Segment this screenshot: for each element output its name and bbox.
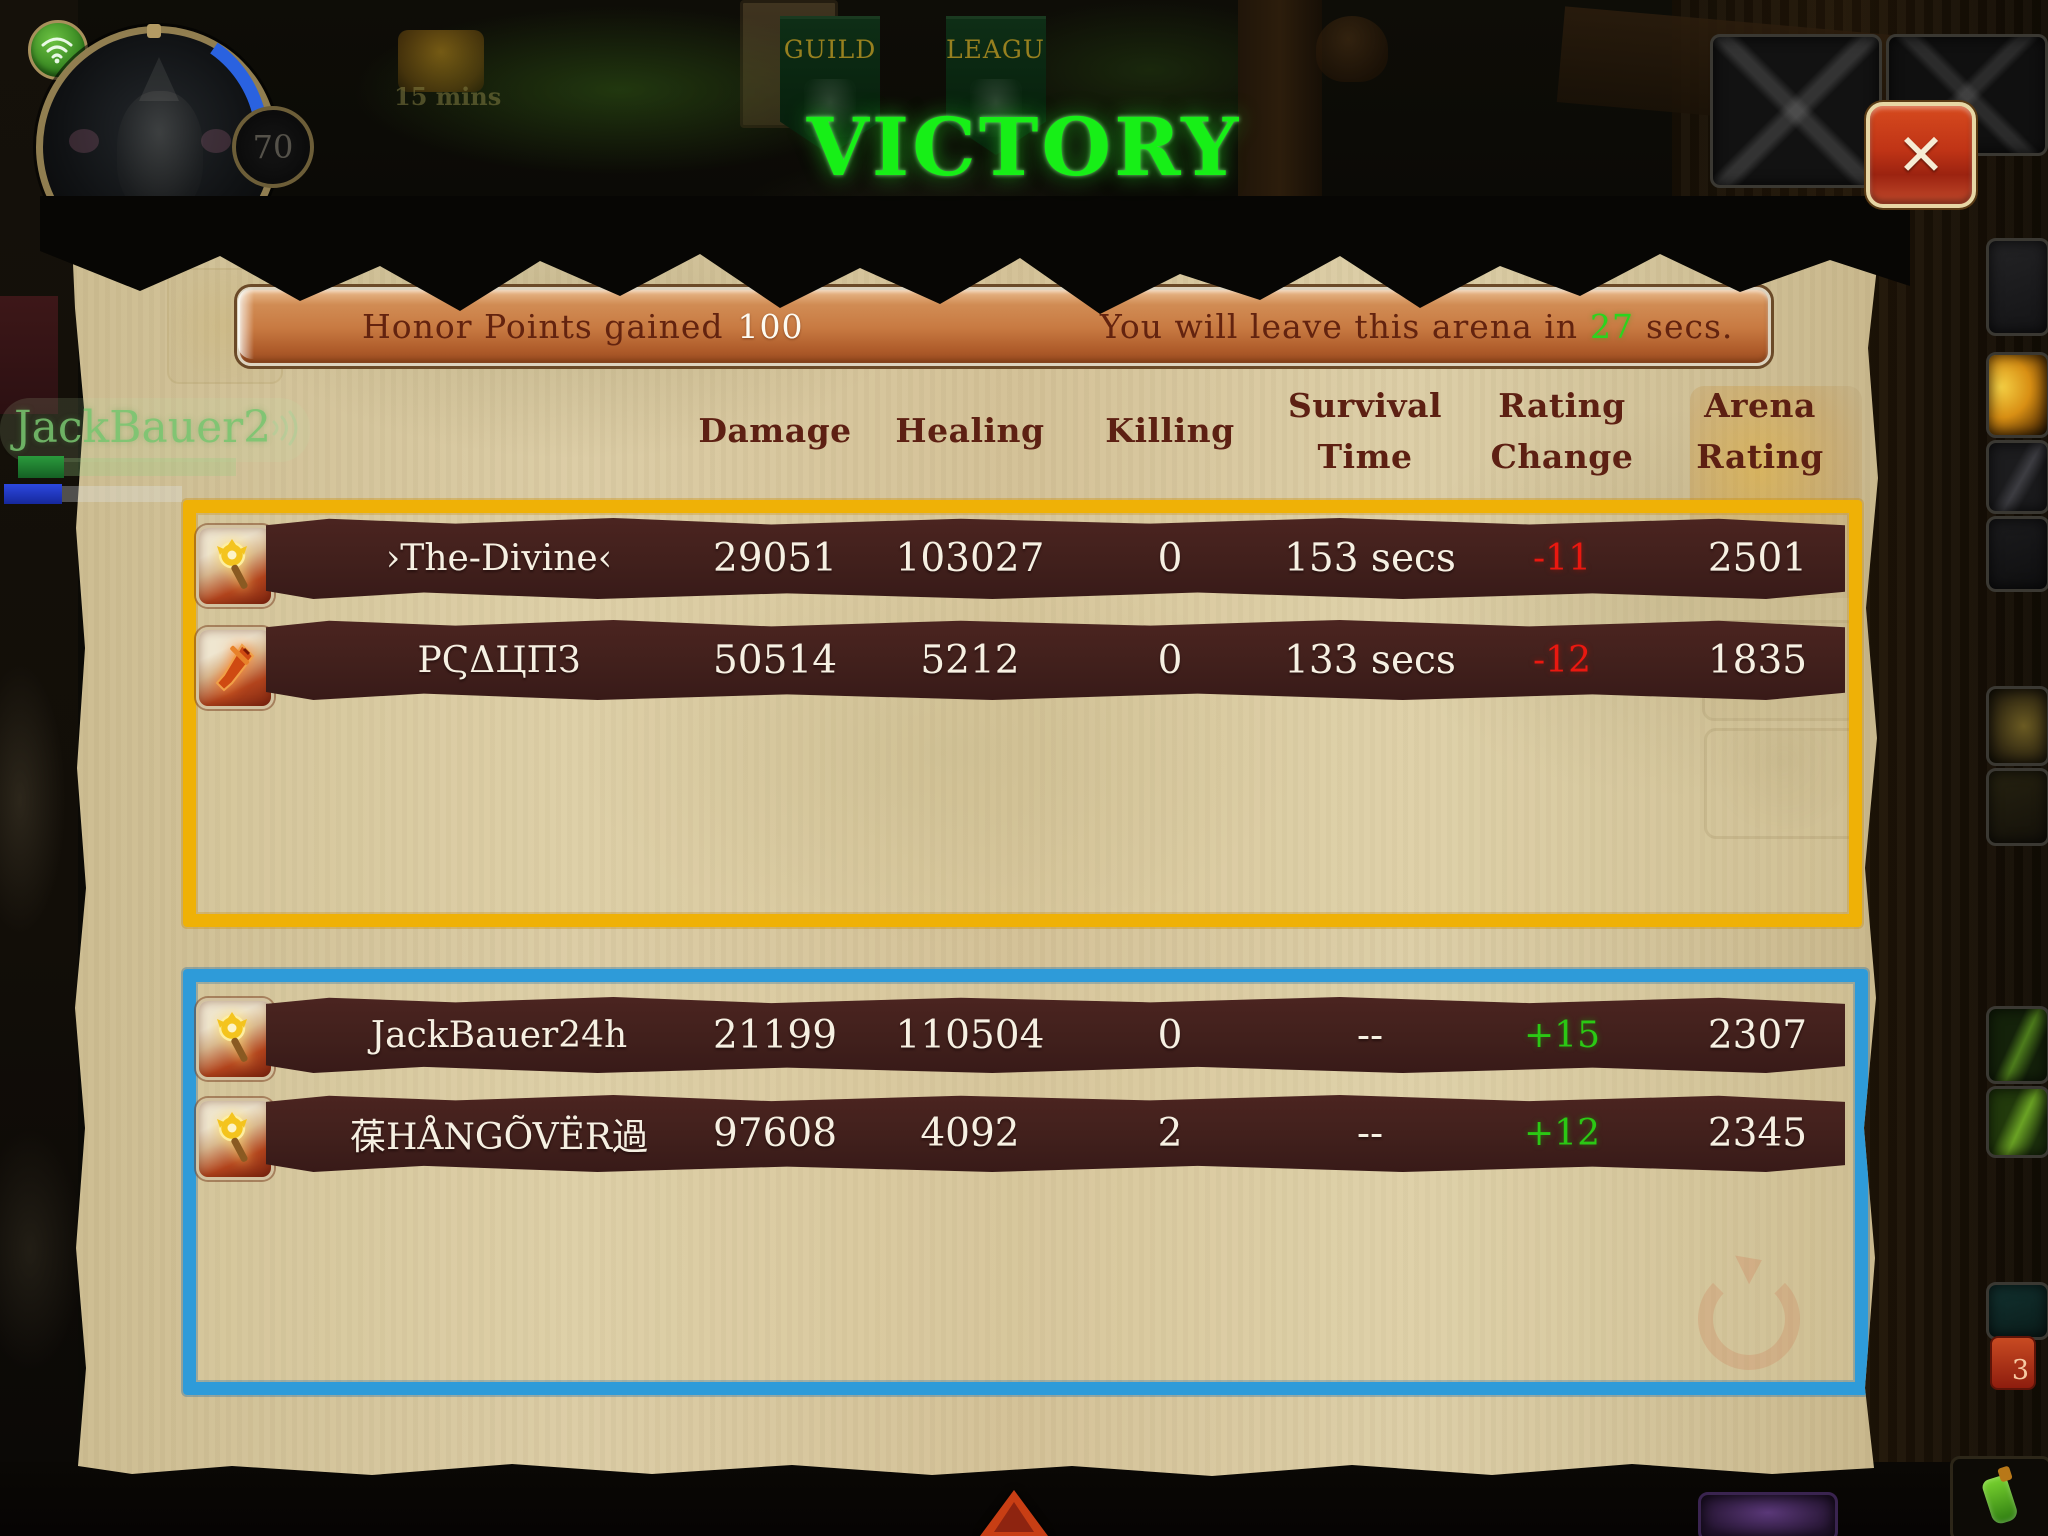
class-mace-icon xyxy=(196,1098,274,1180)
rating-change-value: -11 xyxy=(1533,538,1591,579)
mana-bar-track xyxy=(62,486,182,502)
skill-slot-icon[interactable] xyxy=(1698,1492,1838,1536)
column-header-healing: Healing xyxy=(895,411,1045,451)
class-mace-icon xyxy=(196,998,274,1080)
healing-value: 4092 xyxy=(920,1111,1020,1156)
honor-banner: Honor Points gained 100 You will leave t… xyxy=(237,287,1771,366)
player-nameplate: JackBauer2 xyxy=(0,396,330,516)
zone-timer-label: 15 mins xyxy=(394,82,502,111)
player-level-badge: 70 xyxy=(232,106,314,188)
league-banner: LEAGUE xyxy=(946,16,1046,155)
rating-change-value: -12 xyxy=(1533,639,1591,681)
skill-slot-icon[interactable] xyxy=(1986,1006,2048,1084)
healing-value: 103027 xyxy=(895,536,1045,581)
killing-value: 2 xyxy=(1157,1111,1183,1156)
player-name-label: JackBauer2 xyxy=(14,402,272,453)
killing-value: 0 xyxy=(1157,1012,1183,1058)
connection-wifi-icon xyxy=(28,20,88,80)
victory-results-panel: Honor Points gained 100 You will leave t… xyxy=(72,231,1880,1476)
player-name: 葆HÅNGÕVËR過 xyxy=(350,1116,648,1158)
skill-slot-icon[interactable] xyxy=(1986,768,2048,846)
survival-time-value: -- xyxy=(1356,1012,1384,1058)
arena-rating-value: 2307 xyxy=(1707,1012,1808,1058)
close-button[interactable]: ✕ xyxy=(1866,102,1976,208)
phoenix-skill-icon[interactable] xyxy=(1986,352,2048,438)
healing-value: 5212 xyxy=(920,637,1020,683)
survival-time-value: 133 secs xyxy=(1284,637,1456,683)
damage-value: 21199 xyxy=(712,1012,838,1058)
arena-rating-value: 2501 xyxy=(1707,536,1808,581)
health-bar-track xyxy=(64,458,236,476)
skill-slot-icon[interactable] xyxy=(1986,686,2048,766)
expand-hud-arrow-icon[interactable] xyxy=(980,1490,1048,1536)
skill-slot-icon[interactable] xyxy=(1986,1086,2048,1158)
player-result-row[interactable]: ›The-Divine‹ 29051 103027 0 153 secs -11… xyxy=(266,518,1845,599)
class-mace-icon xyxy=(196,525,274,607)
guild-banner: GUILD xyxy=(780,16,880,155)
damage-value: 29051 xyxy=(712,536,838,581)
player-result-row[interactable]: 葆HÅNGÕVËR過 97608 4092 2 -- +12 2345 xyxy=(266,1095,1845,1172)
arena-rating-value: 1835 xyxy=(1707,637,1808,683)
rating-change-value: +12 xyxy=(1524,1113,1600,1154)
healing-value: 110504 xyxy=(895,1012,1045,1058)
column-header-rating-change: Rating Change xyxy=(1490,385,1634,476)
avatar xyxy=(117,91,203,213)
skill-slot-icon[interactable] xyxy=(1986,238,2048,336)
honor-points-value: 100 xyxy=(737,307,804,346)
leave-arena-suffix: secs. xyxy=(1646,307,1734,346)
class-sword-icon xyxy=(196,627,274,709)
arena-rating-value: 2345 xyxy=(1707,1111,1808,1156)
column-header-arena-rating: Arena Rating xyxy=(1696,385,1824,476)
survival-time-value: -- xyxy=(1356,1111,1384,1156)
leave-countdown-value: 27 xyxy=(1590,307,1635,346)
player-result-row[interactable]: JackBauer24h 21199 110504 0 -- +15 2307 xyxy=(266,997,1845,1073)
column-header-killing: Killing xyxy=(1105,411,1235,451)
skill-slot-icon[interactable] xyxy=(1986,1282,2048,1340)
sound-waves-icon xyxy=(272,410,298,446)
skill-slot-icon[interactable] xyxy=(1986,440,2048,514)
leave-arena-label: You will leave this arena in xyxy=(1100,307,1579,346)
honor-points-label: Honor Points gained xyxy=(362,307,724,346)
player-result-row[interactable]: ΡϚΔЦΠЗ 50514 5212 0 133 secs -12 1835 xyxy=(266,620,1845,700)
killing-value: 0 xyxy=(1157,637,1183,683)
killing-value: 0 xyxy=(1157,536,1183,581)
column-header-survival-time: Survival Time xyxy=(1287,385,1442,476)
victory-title: VICTORY xyxy=(806,100,1242,194)
scene-barrel xyxy=(1316,16,1388,82)
league-trophy-icon xyxy=(970,79,1022,137)
player-name: ›The-Divine‹ xyxy=(385,538,613,579)
potion-bottle-icon xyxy=(1980,1474,2020,1526)
damage-value: 50514 xyxy=(712,637,838,683)
scene-gold-chest xyxy=(398,30,484,92)
notification-badge[interactable]: 3 xyxy=(1990,1336,2036,1390)
close-icon: ✕ xyxy=(1896,121,1946,189)
damage-value: 97608 xyxy=(712,1111,838,1156)
rating-change-value: +15 xyxy=(1524,1014,1600,1056)
guild-shield-icon xyxy=(804,79,856,137)
skill-slot-icon[interactable] xyxy=(1986,516,2048,592)
potion-slot[interactable] xyxy=(1950,1456,2048,1536)
player-name: ΡϚΔЦΠЗ xyxy=(417,639,581,681)
player-name: JackBauer24h xyxy=(370,1014,628,1056)
refresh-watermark-icon xyxy=(1680,1238,1804,1388)
mana-bar xyxy=(4,484,62,504)
survival-time-value: 153 secs xyxy=(1284,536,1456,581)
health-bar xyxy=(18,456,64,478)
target-frame-edge xyxy=(0,296,58,414)
column-header-damage: Damage xyxy=(698,411,852,451)
